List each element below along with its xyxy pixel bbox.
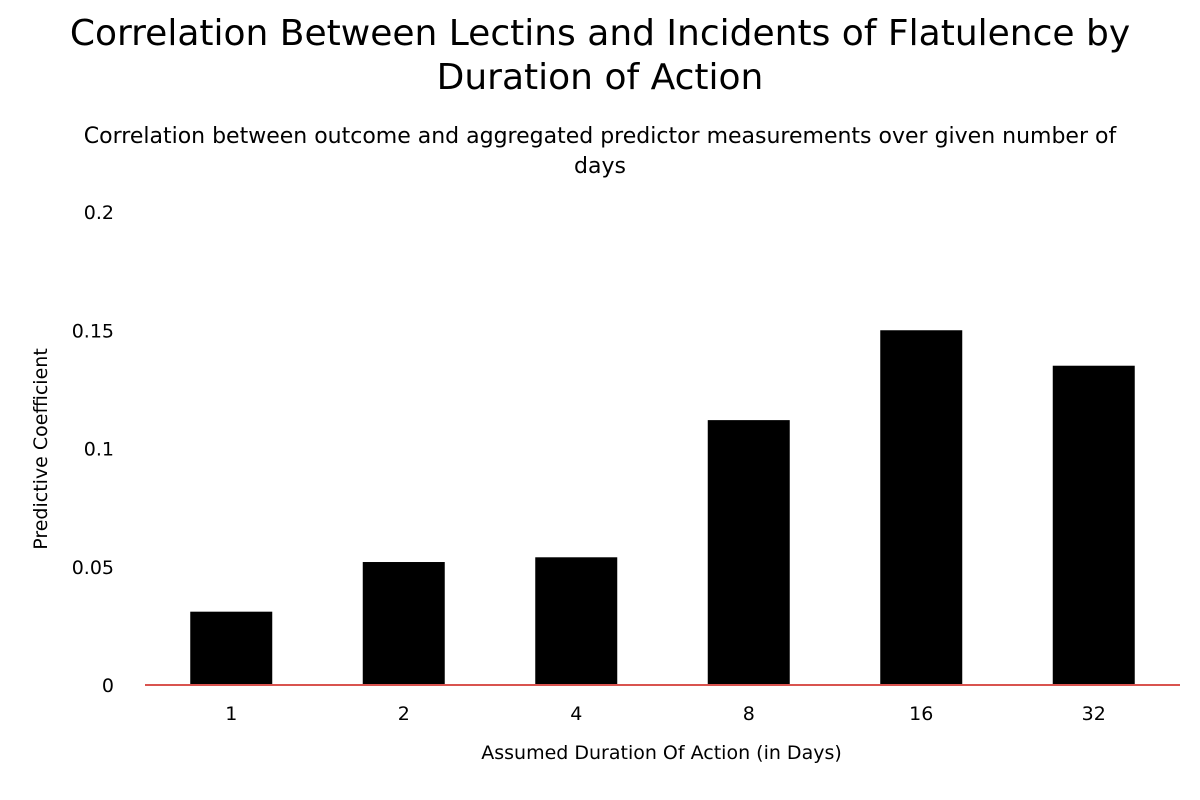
x-tick-label: 4 [570,703,582,725]
y-tick-label: 0.2 [84,202,114,224]
bar-1 [190,611,273,685]
bar-8 [707,420,790,685]
x-tick-label: 8 [743,703,755,725]
x-axis-title: Assumed Duration Of Action (in Days) [481,742,842,764]
x-tick-label: 2 [398,703,410,725]
chart-title: Correlation Between Lectins and Incident… [69,13,1131,98]
bars-group [190,330,1135,685]
bar-2 [362,562,445,685]
y-tick-label: 0.1 [84,439,114,461]
chart-subtitle: Correlation between outcome and aggregat… [83,124,1117,179]
y-axis-ticks: 0 0.05 0.1 0.15 0.2 [72,202,114,697]
bar-16 [880,330,963,685]
x-tick-label: 1 [225,703,237,725]
y-tick-label: 0.05 [72,557,114,579]
y-axis-title: Predictive Coefficient [30,348,52,550]
y-tick-label: 0 [102,675,114,697]
bar-4 [535,557,618,685]
bar-32 [1052,365,1135,685]
x-axis-ticks: 1 2 4 8 16 32 [225,703,1106,725]
x-tick-label: 32 [1082,703,1106,725]
y-tick-label: 0.15 [72,320,114,342]
x-tick-label: 16 [909,703,933,725]
